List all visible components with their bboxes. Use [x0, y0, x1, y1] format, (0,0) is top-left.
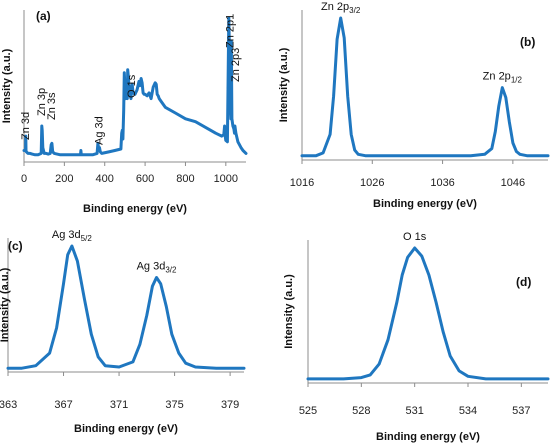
peak-annotation: Zn 3p	[36, 88, 48, 116]
x-axis-title: Binding energy (eV)	[74, 423, 178, 435]
peak-label: O 1s	[403, 231, 427, 243]
x-tick-label: 400	[96, 173, 114, 185]
x-axis-title: Binding energy (eV)	[376, 431, 480, 443]
y-axis-title: Intensity (a.u.)	[1, 48, 13, 123]
x-axis-title: Binding energy (eV)	[373, 198, 477, 210]
panel-b-zn-2p-spectrum: 1016 1026 1036 1046 Binding energy (eV) Inten…	[278, 1, 550, 210]
peak-label: Ag 3d3/2	[137, 261, 177, 275]
peak-annotation: Zn 2p3	[230, 48, 242, 82]
spectrum-line	[6, 244, 246, 370]
y-axis-title: Intensity (a.u.)	[0, 267, 11, 342]
panel-label: (b)	[520, 35, 535, 49]
x-tick-label: 534	[459, 405, 477, 417]
x-tick-label: 531	[405, 405, 423, 417]
peak-annotation: Ag 3d	[94, 116, 106, 145]
spectrum-line	[22, 16, 248, 157]
panel-a-survey-spectrum: 0 200 400 600 800 1000 Binding energy (eV) Inte…	[1, 9, 248, 215]
panel-label: (a)	[36, 9, 51, 23]
peak-annotation: Zn 3s	[46, 92, 58, 120]
y-axis-title: Intensity (a.u.)	[278, 47, 290, 122]
x-tick-label: 367	[54, 399, 72, 411]
peak-label: Ag 3d5/2	[52, 229, 92, 243]
x-tick-label: 1026	[360, 177, 384, 189]
x-tick-label: 528	[352, 405, 370, 417]
x-tick-label: 600	[136, 173, 154, 185]
x-tick-label: 379	[221, 399, 239, 411]
x-tick-label: 525	[299, 405, 317, 417]
spectrum-line	[300, 16, 550, 158]
x-tick-label: 371	[110, 399, 128, 411]
x-tick-label: 1036	[430, 177, 454, 189]
x-tick-label: 1046	[501, 177, 525, 189]
x-tick-label: 0	[21, 173, 27, 185]
x-tick-label: 1016	[290, 177, 314, 189]
x-axis-title: Binding energy (eV)	[83, 203, 187, 215]
panel-c-ag-3d-spectrum: 363 367 371 375 379 Binding energy (eV) Intens…	[0, 229, 246, 435]
x-tick-label: 1000	[214, 173, 238, 185]
peak-annotation: Zn 3d	[20, 112, 32, 140]
spectrum-line	[306, 246, 550, 381]
peak-annotation: Zn 2p1	[224, 14, 236, 48]
x-tick-label: 375	[165, 399, 183, 411]
peak-label: Zn 2p3/2	[321, 1, 361, 15]
x-tick-label: 800	[176, 173, 194, 185]
x-tick-label: 200	[55, 173, 73, 185]
peak-annotation: O 1s	[126, 74, 138, 98]
x-tick-label: 363	[0, 399, 17, 411]
y-axis-title: Intensity (a.u.)	[283, 274, 295, 349]
panel-label: (d)	[516, 275, 531, 289]
x-tick-label: 537	[512, 405, 530, 417]
peak-label: Zn 2p1/2	[483, 71, 523, 85]
panel-d-o-1s-spectrum: 525 528 531 534 537 Binding energy (eV) Intens…	[283, 231, 550, 443]
panel-label: (c)	[8, 239, 23, 253]
